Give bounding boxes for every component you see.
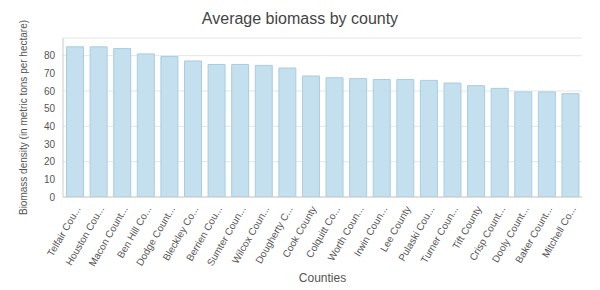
svg-text:Turner Coun...: Turner Coun... [419,204,461,265]
html-text:Average biomass by county: Average biomass by county [201,10,399,27]
svg-text:Berrien Cou...: Berrien Cou... [183,204,225,263]
svg-text:Dooly Count...: Dooly Count... [489,204,531,265]
svg-text:Dodge Count...: Dodge Count... [133,204,177,268]
svg-text:Pulaski Cou...: Pulaski Cou... [396,204,437,263]
svg-text:Biomass density (in metric ton: Biomass density (in metric tons per hect… [18,20,29,215]
svg-text:Lee County: Lee County [377,204,413,254]
svg-text:Telfair Cou...: Telfair Cou... [45,204,83,259]
svg-text:Worth Coun...: Worth Coun... [325,204,366,263]
svg-text:20: 20 [44,156,56,167]
svg-text:Macon Count...: Macon Count... [86,204,130,269]
svg-text:Wilcox Coun...: Wilcox Coun... [229,204,272,266]
svg-text:Crisp Count...: Crisp Count... [467,204,508,263]
svg-text:Mitchell Co...: Mitchell Co... [540,204,578,260]
svg-text:30: 30 [44,139,56,150]
svg-text:Counties: Counties [299,271,346,282]
svg-text:10: 10 [44,174,56,185]
svg-text:Bleckley Co...: Bleckley Co... [160,204,201,263]
svg-text:Colquitt Co...: Colquitt Co... [303,204,343,260]
svg-text:80: 80 [44,50,56,61]
svg-text:Irwin Coun...: Irwin Coun... [351,204,390,259]
svg-text:0: 0 [49,192,55,203]
svg-text:50: 50 [44,103,56,114]
svg-text:Ben Hill Co...: Ben Hill Co... [114,204,154,261]
svg-text:70: 70 [44,68,56,79]
svg-text:Baker Count...: Baker Count... [513,204,555,265]
svg-text:Houston Cou...: Houston Cou... [63,204,107,268]
svg-text:Dougherty C...: Dougherty C... [253,204,295,266]
svg-text:Sumter Coun...: Sumter Coun... [204,204,248,268]
svg-text:60: 60 [44,86,56,97]
svg-text:40: 40 [44,121,56,132]
svg-text:Tift County: Tift County [450,204,484,252]
svg-text:Cook County: Cook County [280,204,319,260]
